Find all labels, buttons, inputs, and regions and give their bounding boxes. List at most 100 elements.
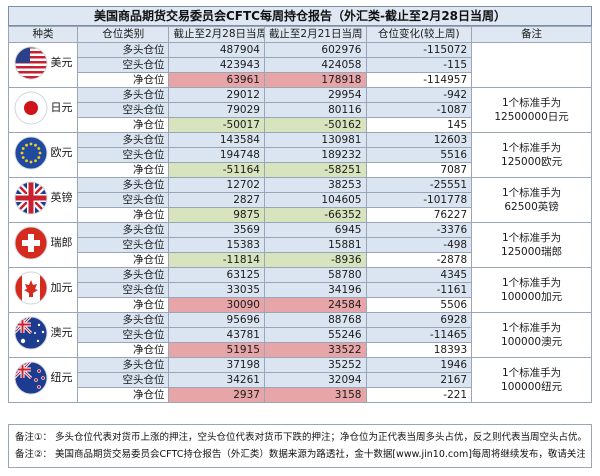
currency-name: 欧元: [50, 146, 73, 159]
value-change: -1161: [365, 282, 473, 298]
value-feb28: 487904: [168, 42, 265, 58]
table-row: 净仓位 51915 33522 18393: [9, 342, 592, 358]
value-feb21: 32094: [263, 372, 367, 388]
position-label: 净仓位: [77, 207, 170, 223]
value-change: -3376: [365, 222, 473, 238]
value-feb21: 424058: [263, 57, 367, 73]
position-label: 空头仓位: [77, 372, 170, 388]
note-cell: 1个标准手为 100000澳元: [471, 312, 592, 358]
table-row: 净仓位 -11814 -8936 -2878: [9, 252, 592, 268]
value-feb21: 58780: [263, 267, 367, 283]
value-feb21: 24584: [263, 297, 367, 313]
value-feb21: 33522: [263, 342, 367, 358]
table-row: 空头仓位 34261 32094 2167: [9, 372, 592, 388]
table-row: 澳元 多头仓位 95696 88768 6928 1个标准手为 100000澳元: [7, 312, 592, 358]
position-label: 空头仓位: [77, 102, 170, 118]
value-feb28: 9875: [168, 207, 265, 223]
value-feb21: 29954: [263, 87, 367, 103]
value-feb28: 34261: [168, 372, 265, 388]
table-row: 净仓位 2937 3158 -221: [9, 387, 592, 403]
value-change: 1946: [365, 357, 473, 373]
currency-cell: 英镑: [7, 177, 79, 223]
value-feb28: 194748: [168, 147, 265, 163]
table-row: 欧元 多头仓位 143584 130981 12603 1个标准手为 125000欧元: [7, 132, 592, 178]
value-feb28: -11814: [168, 252, 265, 268]
value-change: 12603: [365, 132, 473, 148]
value-feb21: 38253: [263, 177, 367, 193]
note-cell: 1个标准手为 125000瑞郎: [471, 222, 592, 268]
value-feb21: 189232: [263, 147, 367, 163]
position-label: 多头仓位: [77, 267, 170, 283]
value-change: -221: [365, 387, 473, 403]
position-label: 多头仓位: [77, 132, 170, 148]
table-row: 空头仓位 43781 55246 -11465: [9, 327, 592, 343]
position-label: 空头仓位: [77, 282, 170, 298]
value-feb28: 2827: [168, 192, 265, 208]
table-row: 净仓位 9875 -66352 76227: [9, 207, 592, 223]
eu-flag-icon: [14, 136, 48, 170]
value-change: -942: [365, 87, 473, 103]
table-row: 纽元 多头仓位 37198 35252 1946 1个标准手为 100000纽元: [7, 357, 592, 403]
value-feb21: 104605: [263, 192, 367, 208]
value-feb21: 3158: [263, 387, 367, 403]
table-row: 瑞郎 多头仓位 3569 6945 -3376 1个标准手为 125000瑞郎: [7, 222, 592, 268]
value-feb28: -50017: [168, 117, 265, 133]
value-feb28: 15383: [168, 237, 265, 253]
swiss-flag-icon: [14, 226, 48, 260]
value-change: 5516: [365, 147, 473, 163]
japan-flag-icon: [14, 91, 48, 125]
table-row: 日元 多头仓位 29012 29954 -942 1个标准手为 12500000日元: [7, 87, 592, 133]
value-change: -1087: [365, 102, 473, 118]
currency-name: 纽元: [50, 371, 73, 384]
value-feb28: 3569: [168, 222, 265, 238]
position-label: 空头仓位: [77, 57, 170, 73]
value-change: -114957: [365, 72, 473, 88]
value-change: 5506: [365, 297, 473, 313]
header-note: 备注: [471, 26, 592, 43]
header-week-feb28: 截止至2月28日当周: [168, 26, 265, 43]
value-feb21: 55246: [263, 327, 367, 343]
position-label: 空头仓位: [77, 192, 170, 208]
value-feb28: 95696: [168, 312, 265, 328]
report-title: 美国商品期货交易委员会CFTC每周持仓报告（外汇类-截止至2月28日当周）: [8, 6, 592, 26]
position-label: 多头仓位: [77, 177, 170, 193]
value-feb21: 130981: [263, 132, 367, 148]
value-feb28: 30090: [168, 297, 265, 313]
value-change: 7087: [365, 162, 473, 178]
value-feb21: 6945: [263, 222, 367, 238]
note-cell: 1个标准手为 125000欧元: [471, 132, 592, 178]
value-feb28: 12702: [168, 177, 265, 193]
currency-name: 日元: [50, 101, 73, 114]
footnote-2: 备注②： 美国商品期货交易委员会CFTC持仓报告（外汇类）数据来源为路透社，金十…: [15, 449, 585, 460]
value-feb28: 43781: [168, 327, 265, 343]
position-label: 多头仓位: [77, 42, 170, 58]
position-label: 空头仓位: [77, 237, 170, 253]
value-feb28: 2937: [168, 387, 265, 403]
position-label: 净仓位: [77, 162, 170, 178]
value-feb21: 35252: [263, 357, 367, 373]
value-change: -115: [365, 57, 473, 73]
value-feb21: -66352: [263, 207, 367, 223]
value-feb28: 51915: [168, 342, 265, 358]
value-feb21: 80116: [263, 102, 367, 118]
value-feb21: 15881: [263, 237, 367, 253]
value-feb21: 602976: [263, 42, 367, 58]
position-label: 多头仓位: [77, 87, 170, 103]
note-cell: [471, 42, 592, 88]
value-feb28: 37198: [168, 357, 265, 373]
currency-cell: 澳元: [7, 312, 79, 358]
value-feb21: -50162: [263, 117, 367, 133]
currency-cell: 欧元: [7, 132, 79, 178]
value-change: -25551: [365, 177, 473, 193]
position-label: 空头仓位: [77, 327, 170, 343]
value-change: 145: [365, 117, 473, 133]
value-change: -2878: [365, 252, 473, 268]
value-feb28: 79029: [168, 102, 265, 118]
header-kind: 种类: [7, 26, 79, 43]
value-change: -11465: [365, 327, 473, 343]
position-label: 净仓位: [77, 387, 170, 403]
table-body: 美元 多头仓位 487904 602976 -115072 空头仓位 423943 42405…: [7, 42, 592, 403]
newzealand-flag-icon: [14, 361, 48, 395]
us-flag-icon: [14, 46, 48, 80]
